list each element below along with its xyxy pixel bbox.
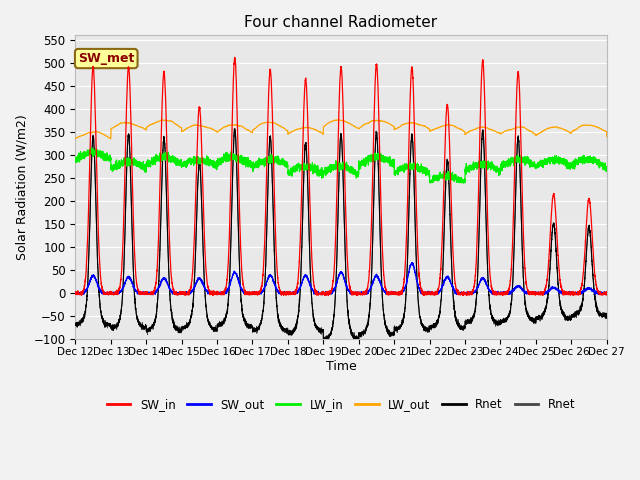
LW_out	[107, 136, 115, 142]
LW_in	[168, 158, 176, 164]
Rnet	[509, 286, 516, 292]
LW_out	[168, 119, 176, 124]
SW_in	[275, 281, 282, 287]
Rnet	[468, 316, 476, 322]
LW_in	[417, 167, 425, 173]
SW_out	[275, 289, 282, 295]
Y-axis label: Solar Radiation (W/m2): Solar Radiation (W/m2)	[15, 114, 28, 260]
SW_in	[168, 280, 176, 286]
Rnet	[603, 311, 611, 316]
X-axis label: Time: Time	[326, 360, 356, 372]
LW_in	[275, 154, 282, 160]
Line: Rnet2: Rnet2	[76, 129, 607, 341]
SW_in	[417, 286, 425, 292]
SW_out	[509, 288, 516, 294]
Rnet2	[390, 324, 398, 330]
Text: SW_met: SW_met	[78, 52, 134, 65]
Rnet	[321, 338, 329, 344]
Rnet	[275, 315, 282, 321]
Rnet	[417, 320, 425, 326]
Rnet2	[275, 316, 282, 322]
LW_in	[468, 164, 476, 169]
SW_out	[468, 291, 476, 297]
Rnet	[72, 321, 79, 327]
LW_out	[390, 127, 398, 132]
Rnet2	[231, 126, 239, 132]
Line: SW_out: SW_out	[76, 263, 607, 295]
LW_out	[417, 122, 425, 128]
LW_out	[72, 135, 79, 141]
SW_in	[603, 291, 611, 297]
SW_in	[390, 289, 398, 295]
Rnet2	[468, 316, 476, 322]
SW_in	[468, 290, 476, 296]
SW_in	[231, 54, 239, 60]
Line: SW_in: SW_in	[76, 57, 607, 296]
LW_in	[72, 157, 79, 163]
LW_in	[390, 156, 398, 162]
SW_out	[168, 288, 176, 294]
LW_out	[468, 128, 476, 133]
Rnet	[390, 324, 398, 330]
LW_in	[426, 180, 433, 185]
LW_out	[603, 134, 611, 140]
SW_out	[409, 260, 417, 266]
Rnet	[168, 313, 176, 319]
SW_out	[72, 289, 79, 295]
Line: LW_in: LW_in	[76, 148, 607, 182]
LW_out	[275, 122, 282, 128]
Title: Four channel Radiometer: Four channel Radiometer	[244, 15, 438, 30]
LW_in	[88, 145, 95, 151]
Rnet2	[603, 311, 611, 317]
Line: LW_out: LW_out	[76, 120, 607, 139]
Rnet2	[168, 312, 176, 317]
Legend: SW_in, SW_out, LW_in, LW_out, Rnet, Rnet: SW_in, SW_out, LW_in, LW_out, Rnet, Rnet	[102, 394, 580, 416]
LW_in	[603, 166, 611, 171]
SW_in	[570, 293, 577, 299]
SW_in	[72, 291, 79, 297]
Rnet2	[72, 321, 79, 327]
SW_in	[508, 247, 516, 252]
SW_out	[417, 289, 425, 295]
Rnet2	[509, 285, 516, 290]
Line: Rnet: Rnet	[76, 129, 607, 341]
Rnet2	[417, 320, 425, 325]
SW_out	[603, 289, 611, 295]
Rnet2	[321, 338, 328, 344]
LW_out	[335, 117, 342, 122]
LW_out	[509, 126, 516, 132]
SW_out	[148, 292, 156, 298]
LW_in	[509, 157, 516, 163]
SW_out	[390, 291, 398, 297]
Rnet	[230, 126, 238, 132]
